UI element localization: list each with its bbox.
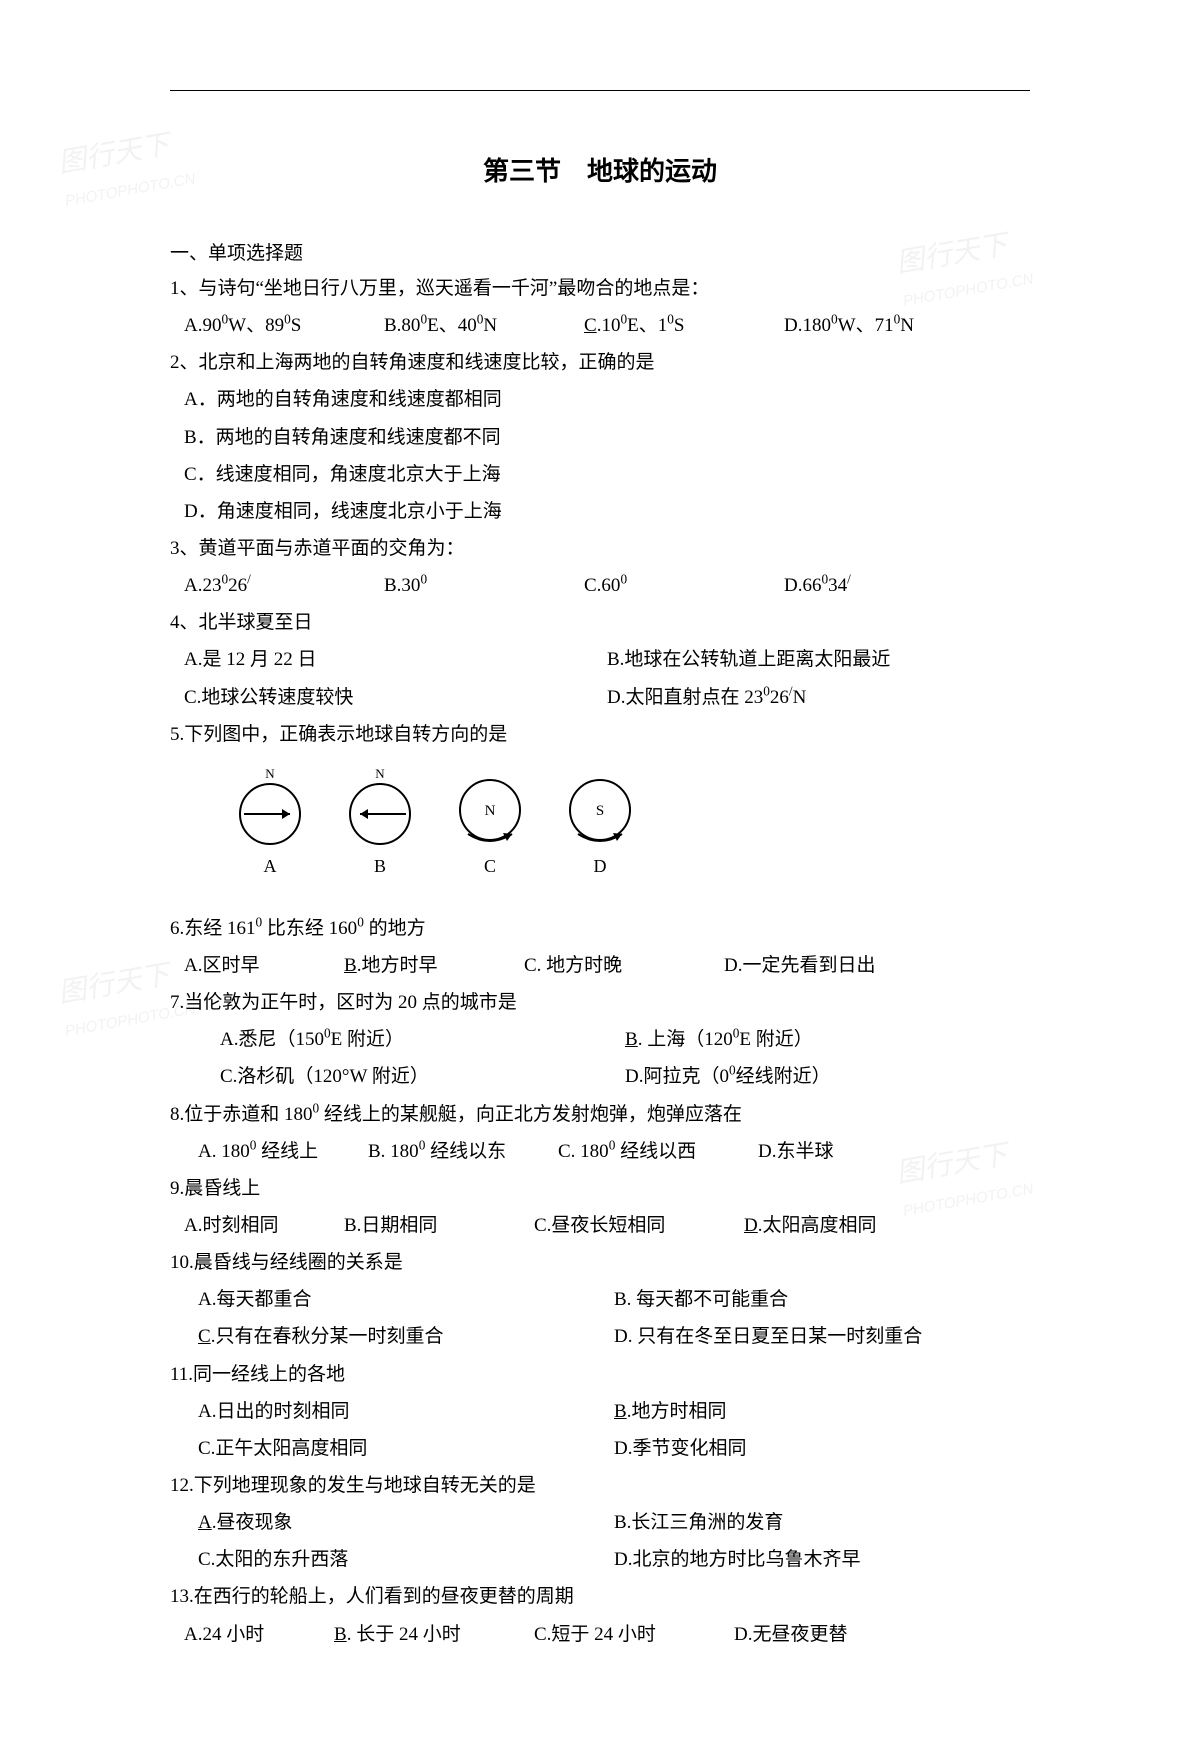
q1-opt-d: D.1800W、710N <box>784 308 984 343</box>
q11-opt-c: C.正午太阳高度相同 <box>198 1431 614 1466</box>
q7-row1: A.悉尼（1500E 附近） B. 上海（1200E 附近） <box>220 1022 1030 1057</box>
q9-opt-c: C.昼夜长短相同 <box>534 1208 744 1243</box>
q6-opt-b: B.地方时早 <box>344 948 524 983</box>
q13-opt-d: D.无昼夜更替 <box>734 1617 847 1652</box>
q3-opt-b: B.300 <box>384 568 584 603</box>
q10-row2: C.只有在春秋分某一时刻重合 D. 只有在冬至日夏至日某一时刻重合 <box>198 1319 1030 1354</box>
q7-opt-a: A.悉尼（1500E 附近） <box>220 1022 625 1057</box>
q11-row1: A.日出的时刻相同 B.地方时相同 <box>198 1394 1030 1429</box>
q12-row2: C.太阳的东升西落 D.北京的地方时比乌鲁木齐早 <box>198 1542 1030 1577</box>
q1-options: A.900W、890S B.800E、400N C.100E、10S D.180… <box>184 308 1030 343</box>
q11-stem: 11.同一经线上的各地 <box>170 1357 1030 1392</box>
q3-stem: 3、黄道平面与赤道平面的交角为： <box>170 531 1030 566</box>
q6-opt-a: A.区时早 <box>184 948 344 983</box>
q8-stem: 8.位于赤道和 1800 经线上的某舰艇，向正北方发射炮弹，炮弹应落在 <box>170 1097 1030 1132</box>
diag-a: N A <box>230 766 310 877</box>
q2-stem: 2、北京和上海两地的自转角速度和线速度比较，正确的是 <box>170 345 1030 380</box>
svg-text:N: N <box>375 766 385 781</box>
q10-opt-b: B. 每天都不可能重合 <box>614 1282 1030 1317</box>
q2-opt-b: B．两地的自转角速度和线速度都不同 <box>184 420 1030 455</box>
q7-opt-b: B. 上海（1200E 附近） <box>625 1022 1030 1057</box>
q1-opt-a: A.900W、890S <box>184 308 384 343</box>
q7-row2: C.洛杉矶（120°W 附近） D.阿拉克（00经线附近） <box>220 1059 1030 1094</box>
q11-opt-a: A.日出的时刻相同 <box>198 1394 614 1429</box>
q3-opt-c: C.600 <box>584 568 784 603</box>
q4-opt-a: A.是 12 月 22 日 <box>184 642 607 677</box>
q10-opt-c: C.只有在春秋分某一时刻重合 <box>198 1319 614 1354</box>
q8-options: A. 1800 经线上 B. 1800 经线以东 C. 1800 经线以西 D.… <box>198 1134 1030 1169</box>
q3-options: A.23026/ B.300 C.600 D.66034/ <box>184 568 1030 603</box>
q12-row1: A.昼夜现象 B.长江三角洲的发育 <box>198 1505 1030 1540</box>
q1-opt-b: B.800E、400N <box>384 308 584 343</box>
q12-opt-b: B.长江三角洲的发育 <box>614 1505 1030 1540</box>
q1-stem: 1、与诗句“坐地日行八万里，巡天遥看一千河”最吻合的地点是： <box>170 271 1030 306</box>
diag-c: N C <box>450 766 530 877</box>
diag-c-label: C <box>484 856 496 876</box>
q11-opt-d: D.季节变化相同 <box>614 1431 1030 1466</box>
svg-text:N: N <box>265 766 275 781</box>
q6-opt-c: C. 地方时晚 <box>524 948 724 983</box>
q7-stem: 7.当伦敦为正午时，区时为 20 点的城市是 <box>170 985 1030 1020</box>
q5-diagrams: N A N B N C <box>230 766 1030 877</box>
q10-row1: A.每天都重合 B. 每天都不可能重合 <box>198 1282 1030 1317</box>
q8-opt-d: D.东半球 <box>758 1134 833 1169</box>
q13-stem: 13.在西行的轮船上，人们看到的昼夜更替的周期 <box>170 1579 1030 1614</box>
q2-opt-c: C．线速度相同，角速度北京大于上海 <box>184 457 1030 492</box>
svg-text:S: S <box>596 803 604 819</box>
q4-row2: C.地球公转速度较快 D.太阳直射点在 23026/N <box>184 680 1030 715</box>
top-rule <box>170 90 1030 91</box>
q9-opt-b: B.日期相同 <box>344 1208 534 1243</box>
q9-options: A.时刻相同 B.日期相同 C.昼夜长短相同 D.太阳高度相同 <box>184 1208 1030 1243</box>
q10-stem: 10.晨昏线与经线圈的关系是 <box>170 1245 1030 1280</box>
q7-opt-c: C.洛杉矶（120°W 附近） <box>220 1059 625 1094</box>
q2-opt-a: A．两地的自转角速度和线速度都相同 <box>184 382 1030 417</box>
q4-row1: A.是 12 月 22 日 B.地球在公转轨道上距离太阳最近 <box>184 642 1030 677</box>
q4-opt-d: D.太阳直射点在 23026/N <box>607 680 1030 715</box>
q4-opt-c: C.地球公转速度较快 <box>184 680 607 715</box>
q5-stem: 5.下列图中，正确表示地球自转方向的是 <box>170 717 1030 752</box>
diag-b: N B <box>340 766 420 877</box>
diag-b-label: B <box>374 856 386 876</box>
q4-opt-b: B.地球在公转轨道上距离太阳最近 <box>607 642 1030 677</box>
q13-options: A.24 小时 B. 长于 24 小时 C.短于 24 小时 D.无昼夜更替 <box>184 1617 1030 1652</box>
q6-opt-d: D.一定先看到日出 <box>724 948 875 983</box>
q8-opt-a: A. 1800 经线上 <box>198 1134 368 1169</box>
diag-d: S D <box>560 766 640 877</box>
q9-opt-d: D.太阳高度相同 <box>744 1208 877 1243</box>
q9-stem: 9.晨昏线上 <box>170 1171 1030 1206</box>
q12-opt-c: C.太阳的东升西落 <box>198 1542 614 1577</box>
q13-opt-a: A.24 小时 <box>184 1617 334 1652</box>
q3-opt-a: A.23026/ <box>184 568 384 603</box>
q9-opt-a: A.时刻相同 <box>184 1208 344 1243</box>
q12-stem: 12.下列地理现象的发生与地球自转无关的是 <box>170 1468 1030 1503</box>
q8-opt-c: C. 1800 经线以西 <box>558 1134 758 1169</box>
q13-opt-c: C.短于 24 小时 <box>534 1617 734 1652</box>
q7-opt-d: D.阿拉克（00经线附近） <box>625 1059 1030 1094</box>
q6-options: A.区时早 B.地方时早 C. 地方时晚 D.一定先看到日出 <box>184 948 1030 983</box>
section-heading: 一、单项选择题 <box>170 238 1030 265</box>
diag-d-label: D <box>594 856 607 876</box>
q10-opt-d: D. 只有在冬至日夏至日某一时刻重合 <box>614 1319 1030 1354</box>
q6-stem: 6.东经 1610 比东经 1600 的地方 <box>170 911 1030 946</box>
q8-opt-b: B. 1800 经线以东 <box>368 1134 558 1169</box>
svg-text:N: N <box>485 803 496 819</box>
page-title: 第三节 地球的运动 <box>170 151 1030 188</box>
q1-opt-c: C.100E、10S <box>584 308 784 343</box>
q4-stem: 4、北半球夏至日 <box>170 605 1030 640</box>
q13-opt-b: B. 长于 24 小时 <box>334 1617 534 1652</box>
q2-opt-d: D．角速度相同，线速度北京小于上海 <box>184 494 1030 529</box>
q12-opt-a: A.昼夜现象 <box>198 1505 614 1540</box>
q10-opt-a: A.每天都重合 <box>198 1282 614 1317</box>
diag-a-label: A <box>264 856 277 876</box>
q3-opt-d: D.66034/ <box>784 568 984 603</box>
q12-opt-d: D.北京的地方时比乌鲁木齐早 <box>614 1542 1030 1577</box>
q11-row2: C.正午太阳高度相同 D.季节变化相同 <box>198 1431 1030 1466</box>
q11-opt-b: B.地方时相同 <box>614 1394 1030 1429</box>
